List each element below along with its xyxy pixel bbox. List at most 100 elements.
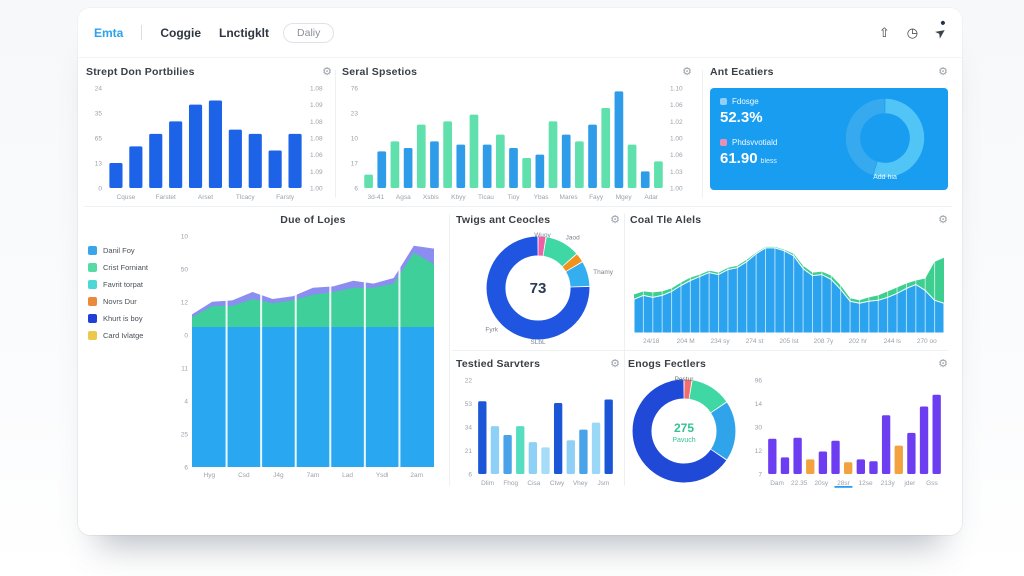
svg-text:73: 73 — [530, 280, 547, 297]
svg-text:Kbyy: Kbyy — [451, 194, 466, 201]
svg-text:Jsm: Jsm — [597, 480, 609, 487]
svg-text:96: 96 — [755, 378, 763, 385]
history-icon[interactable]: ◷ — [906, 25, 919, 40]
stat2-label: Phdsvvotiald — [732, 138, 778, 147]
legend-label: Novrs Dur — [103, 297, 137, 306]
svg-text:1.08: 1.08 — [310, 119, 323, 126]
legend-item[interactable]: Favrit torpat — [88, 280, 148, 289]
due-area-chart[interactable]: 10 50 12 0 11 4 25 6 Hyg Csd J4g 7am Lad Ysdl 2am — [172, 232, 438, 480]
svg-text:J4g: J4g — [273, 472, 284, 479]
panel-purple: ⚙ 96 14 30 12 7 Dam 22.35 20sy 28sr 12se 213y jder G… — [746, 356, 948, 488]
panel-seral: Seral Spsetios ⚙ 76 23 10 17 6 1.10 1.06 1.02 1.… — [342, 64, 692, 202]
svg-text:6: 6 — [184, 465, 188, 472]
svg-text:275: 275 — [674, 421, 694, 435]
stats-card[interactable]: Fdosge 52.3% Phdsvvotiald 61.90 bless Add… — [710, 88, 948, 190]
svg-text:Tlcau: Tlcau — [478, 194, 494, 201]
divider — [449, 214, 450, 486]
panel-coal: Coal Tle Alels ⚙ 24/18 204 M 234 sy 274 st 2… — [630, 212, 948, 346]
coal-area-chart[interactable]: 24/18 204 M 234 sy 274 st 205 lst 208 7y 202 h… — [630, 230, 948, 346]
svg-text:Dam: Dam — [770, 480, 784, 487]
svg-text:12: 12 — [181, 300, 189, 307]
nav-tab-emta[interactable]: Emta — [94, 25, 124, 40]
svg-text:Fyrk: Fyrk — [485, 326, 498, 333]
svg-text:234 sy: 234 sy — [711, 338, 731, 345]
gear-icon[interactable]: ⚙ — [322, 65, 332, 78]
stat2-suffix: bless — [760, 158, 777, 165]
panel-enogs: Enogs Fectlers 275 Pavuch Pestur — [628, 356, 740, 488]
svg-text:Cquse: Cquse — [117, 194, 136, 201]
stats-donut-chart[interactable] — [845, 98, 925, 178]
cursor-icon[interactable]: ➤ — [932, 20, 949, 42]
legend-item[interactable]: Card Ivlatge — [88, 331, 148, 340]
svg-text:Arset: Arset — [198, 194, 213, 201]
chart-legend: Danil Foy Crist Forniant Favrit torpat Novr… — [88, 246, 148, 340]
svg-text:1.09: 1.09 — [310, 169, 323, 176]
svg-text:Farstet: Farstet — [156, 194, 176, 201]
panel-title: Strept Don Portbilies — [86, 66, 195, 78]
svg-text:13: 13 — [95, 161, 103, 168]
svg-text:25: 25 — [181, 432, 189, 439]
gear-icon[interactable]: ⚙ — [938, 357, 948, 370]
svg-text:14: 14 — [755, 401, 763, 408]
legend-swatch — [88, 246, 97, 255]
svg-text:1.09: 1.09 — [310, 102, 323, 109]
svg-text:Csd: Csd — [238, 472, 250, 479]
legend-item[interactable]: Novrs Dur — [88, 297, 148, 306]
period-pill[interactable]: Daliy — [283, 22, 335, 43]
nav-tabs: Emta Coggie Lnctigklt — [94, 25, 269, 40]
gear-icon[interactable]: ⚙ — [938, 65, 948, 78]
svg-text:Thamy: Thamy — [593, 269, 614, 276]
legend-item[interactable]: Khurt is boy — [88, 314, 148, 323]
svg-text:7: 7 — [758, 472, 762, 479]
svg-text:274 st: 274 st — [746, 338, 764, 345]
svg-text:1.08: 1.08 — [310, 136, 323, 143]
gear-icon[interactable]: ⚙ — [682, 65, 692, 78]
svg-text:Gss: Gss — [926, 480, 938, 487]
stat2-swatch — [720, 139, 727, 146]
share-icon[interactable]: ⇧ — [878, 25, 890, 40]
dashboard-card: Emta Coggie Lnctigklt Daliy ⇧ ◷ ➤ Strept Don… — [78, 8, 962, 535]
panel-title: Due of Lojes — [280, 214, 346, 226]
svg-text:1.06: 1.06 — [670, 102, 683, 109]
legend-label: Khurt is boy — [103, 314, 143, 323]
svg-text:Tlcacy: Tlcacy — [236, 194, 256, 201]
nav-tab-lnctigklt[interactable]: Lnctigklt — [219, 25, 270, 40]
purple-bar-chart[interactable]: 96 14 30 12 7 Dam 22.35 20sy 28sr 12se 213y jder Gss — [746, 374, 948, 488]
gear-icon[interactable]: ⚙ — [610, 357, 620, 370]
top-nav: Emta Coggie Lnctigklt Daliy ⇧ ◷ ➤ — [78, 8, 962, 58]
svg-text:jder: jder — [903, 480, 916, 487]
svg-text:12: 12 — [755, 448, 763, 455]
svg-text:Fhog: Fhog — [503, 480, 518, 487]
svg-text:0: 0 — [98, 186, 102, 193]
legend-swatch — [88, 331, 97, 340]
svg-text:30: 30 — [755, 425, 763, 432]
svg-text:1.08: 1.08 — [310, 86, 323, 93]
enogs-donut-chart[interactable]: 275 Pavuch Pestur — [628, 374, 740, 488]
gear-icon[interactable]: ⚙ — [610, 213, 620, 226]
nav-tab-coggie[interactable]: Coggie — [160, 25, 202, 40]
legend-label: Crist Forniant — [103, 263, 149, 272]
legend-item[interactable]: Crist Forniant — [88, 263, 148, 272]
stats-card-left: Fdosge 52.3% Phdsvvotiald 61.90 bless — [720, 97, 832, 181]
legend-label: Danil Foy — [103, 246, 135, 255]
panel-title: Ant Ecatiers — [710, 66, 774, 78]
legend-label: Favrit torpat — [103, 280, 144, 289]
stat2-value: 61.90 bless — [720, 150, 777, 167]
strept-bar-chart[interactable]: 24 35 65 13 0 1.08 1.09 1.08 1.08 1.06 1.09 1.00 Cqu… — [86, 82, 332, 202]
seral-bar-chart[interactable]: 76 23 10 17 6 1.10 1.06 1.02 1.00 1.06 1.03 1.00 3d-… — [342, 82, 692, 202]
stat1-swatch — [720, 98, 727, 105]
stat1-label: Fdosge — [732, 97, 759, 106]
gear-icon[interactable]: ⚙ — [938, 213, 948, 226]
panel-title: Seral Spsetios — [342, 66, 418, 78]
tested-bar-chart[interactable]: 22 53 34 21 6 Dlim Fhog Cisa Ctwy Vhey Jsm — [456, 374, 620, 488]
svg-text:208 7y: 208 7y — [814, 338, 834, 345]
svg-text:6: 6 — [468, 472, 472, 479]
legend-item[interactable]: Danil Foy — [88, 246, 148, 255]
svg-text:65: 65 — [95, 136, 103, 143]
panel-title: Testied Sarvters — [456, 358, 541, 370]
svg-text:76: 76 — [351, 86, 359, 93]
twigs-donut-chart[interactable]: Wuoy Jaod Thamy Fyrk 73 SLbL — [456, 230, 620, 346]
svg-text:24: 24 — [95, 86, 103, 93]
svg-text:Ctwy: Ctwy — [550, 480, 565, 487]
